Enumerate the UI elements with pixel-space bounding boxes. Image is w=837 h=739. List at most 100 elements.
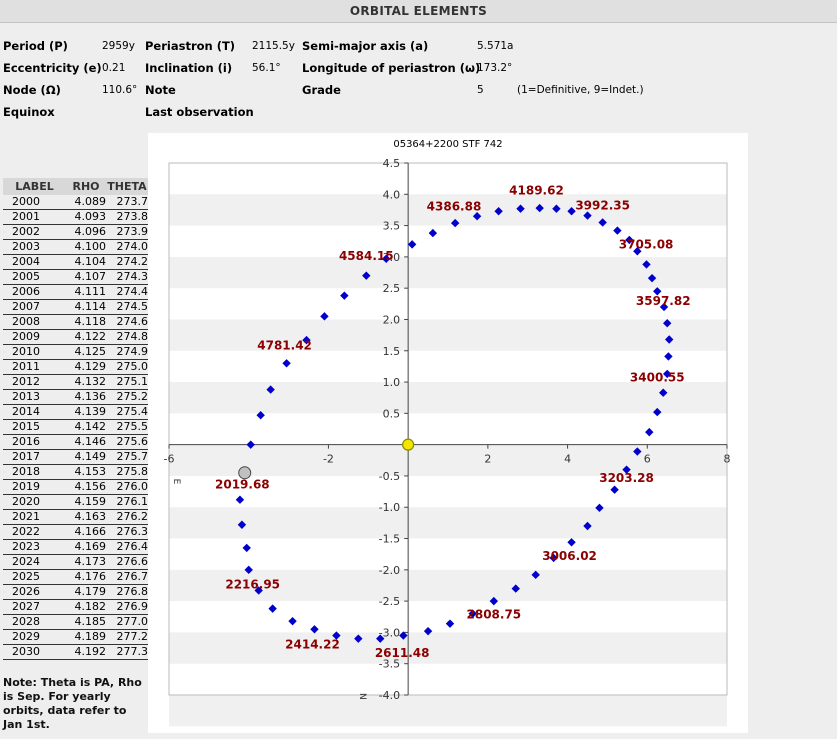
orbit-point [567,538,576,547]
y-tick-label: -4.0 [379,689,400,702]
orbital-elements-header: ORBITAL ELEMENTS [0,0,837,23]
table-row: 2021 4.163 276.2 [3,509,148,525]
orbit-point [254,586,263,595]
row-theta: 274.8 [106,329,148,345]
table-row: 2028 4.185 277.0 [3,614,148,630]
table-row: 2016 4.146 275.6 [3,434,148,450]
row-theta: 274.9 [106,344,148,360]
row-label: 2019 [3,479,66,495]
grid-band [169,319,727,351]
orbit-point [633,247,642,256]
row-rho: 4.118 [66,314,106,330]
orbit-point [583,521,592,531]
orbit-point [242,543,251,553]
row-label: 2011 [3,359,66,375]
orbit-point [302,335,311,345]
row-label: 2010 [3,344,66,360]
x-tick-label: -6 [164,453,175,466]
row-label: 2000 [3,195,66,210]
x-tick-label: 8 [724,453,731,466]
table-row: 2025 4.176 276.7 [3,569,148,585]
table-row: 2023 4.169 276.4 [3,539,148,555]
row-theta: 275.1 [106,374,148,390]
orbit-point [246,440,255,449]
current-position-marker [238,466,252,480]
table-header-row: LABEL RHO THETA [3,178,148,195]
orbit-point [340,291,349,300]
row-theta: 277.0 [106,614,148,630]
period-value: 2959y [102,40,135,52]
row-label: 2015 [3,419,66,435]
table-row: 2001 4.093 273.8 [3,209,148,225]
table-row: 2018 4.153 275.8 [3,464,148,480]
row-label: 2005 [3,269,66,285]
orbit-point [653,407,662,417]
x-tick-label: -2 [323,453,334,466]
row-rho: 4.100 [66,239,106,255]
row-label: 2002 [3,224,66,240]
table-row: 2002 4.096 273.9 [3,224,148,240]
row-theta: 276.8 [106,584,148,600]
row-rho: 4.192 [66,644,106,660]
compass-east-label: E [171,479,181,485]
table-row: 2027 4.182 276.9 [3,599,148,615]
table-row: 2006 4.111 274.4 [3,284,148,300]
row-label: 2013 [3,389,66,405]
orbit-point [645,427,654,437]
orbit-point [595,503,604,513]
row-rho: 4.139 [66,404,106,420]
epoch-annotation-label: 3705.08 [619,238,674,252]
semimajor-label: Semi-major axis (a) [302,39,429,53]
orbit-point [567,206,576,216]
row-theta: 274.6 [106,314,148,330]
orbit-chart-svg: -6 -2 2 4 6 84.54.03.53.02.52.01.51.00.5-0.5-… [164,157,731,727]
epoch-annotation-label: 2808.75 [467,608,522,622]
row-label: 2006 [3,284,66,300]
orbit-point [549,553,558,563]
row-theta: 274.4 [106,284,148,300]
row-rho: 4.129 [66,359,106,375]
orbit-point [659,388,668,397]
row-label: 2014 [3,404,66,420]
grid-band [169,507,727,539]
row-theta: 274.5 [106,299,148,315]
row-rho: 4.107 [66,269,106,285]
row-rho: 4.156 [66,479,106,495]
compass-north-label: N [357,693,367,700]
row-label: 2009 [3,329,66,345]
node-label: Node (Ω) [3,83,61,97]
row-label: 2029 [3,629,66,645]
row-theta: 275.6 [106,434,148,450]
row-rho: 4.173 [66,554,106,570]
epoch-annotation-label: 4189.62 [509,183,564,197]
orbit-point [494,206,503,216]
table-row: 2004 4.104 274.2 [3,254,148,270]
epoch-annotation-label: 3006.02 [542,549,597,563]
row-rho: 4.104 [66,254,106,270]
row-label: 2007 [3,299,66,315]
row-theta: 275.5 [106,419,148,435]
row-theta: 275.0 [106,359,148,375]
equinox-label: Equinox [3,105,55,119]
y-tick-label: 2.0 [383,313,401,326]
orbit-point [663,369,672,379]
row-label: 2023 [3,539,66,555]
row-theta: 276.3 [106,524,148,540]
table-row: 2013 4.136 275.2 [3,389,148,405]
orbit-point [489,596,499,606]
epoch-annotation-label: 3203.28 [599,471,654,485]
row-label: 2012 [3,374,66,390]
longitude-periastron-label: Longitude of periastron (ω) [302,61,481,75]
table-row: 2015 4.142 275.5 [3,419,148,435]
row-label: 2008 [3,314,66,330]
epoch-annotation-label: 3992.35 [575,198,630,212]
grade-value: 5 [477,84,484,96]
chart-title: 05364+2200 STF 742 [393,139,503,150]
row-label: 2024 [3,554,66,570]
row-theta: 273.9 [106,224,148,240]
table-row: 2010 4.125 274.9 [3,344,148,360]
row-theta: 277.2 [106,629,148,645]
y-tick-label: -1.0 [379,501,400,514]
row-rho: 4.132 [66,374,106,390]
row-label: 2028 [3,614,66,630]
